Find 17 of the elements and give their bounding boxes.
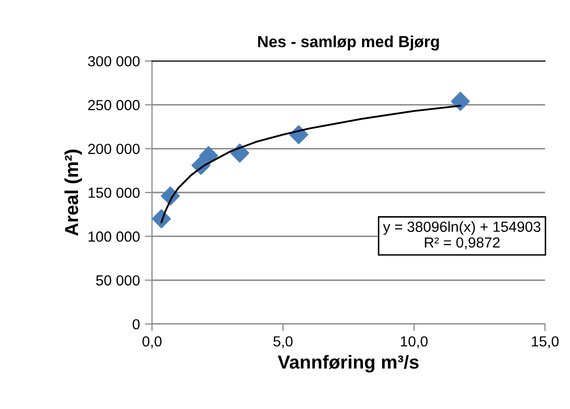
y-axis-title: Areal (m²) — [64, 150, 82, 236]
y-tick-label: 0 — [132, 319, 140, 330]
y-tick-label: 250 000 — [88, 100, 140, 110]
x-tick-label: 0,0 — [142, 336, 162, 348]
y-tick-label: 300 000 — [88, 56, 140, 66]
x-tick-label: 15,0 — [532, 336, 559, 348]
annotation: y = 38096ln(x) + 154903 R² = 0,9872 — [383, 221, 540, 250]
x-tick-label: 5,0 — [273, 336, 293, 348]
chart-title: Nes - samløp med Bjørg — [258, 36, 439, 50]
y-tick-label: 150 000 — [88, 188, 140, 198]
x-tick-label: 10,0 — [400, 336, 428, 348]
point — [199, 146, 218, 166]
y-tick-label: 100 000 — [88, 231, 140, 242]
point — [450, 92, 470, 111]
y-tick-label: 50 000 — [96, 275, 140, 286]
x-axis-title: Vannføring m³/s — [278, 354, 419, 373]
y-tick-label: 200 000 — [88, 144, 140, 154]
